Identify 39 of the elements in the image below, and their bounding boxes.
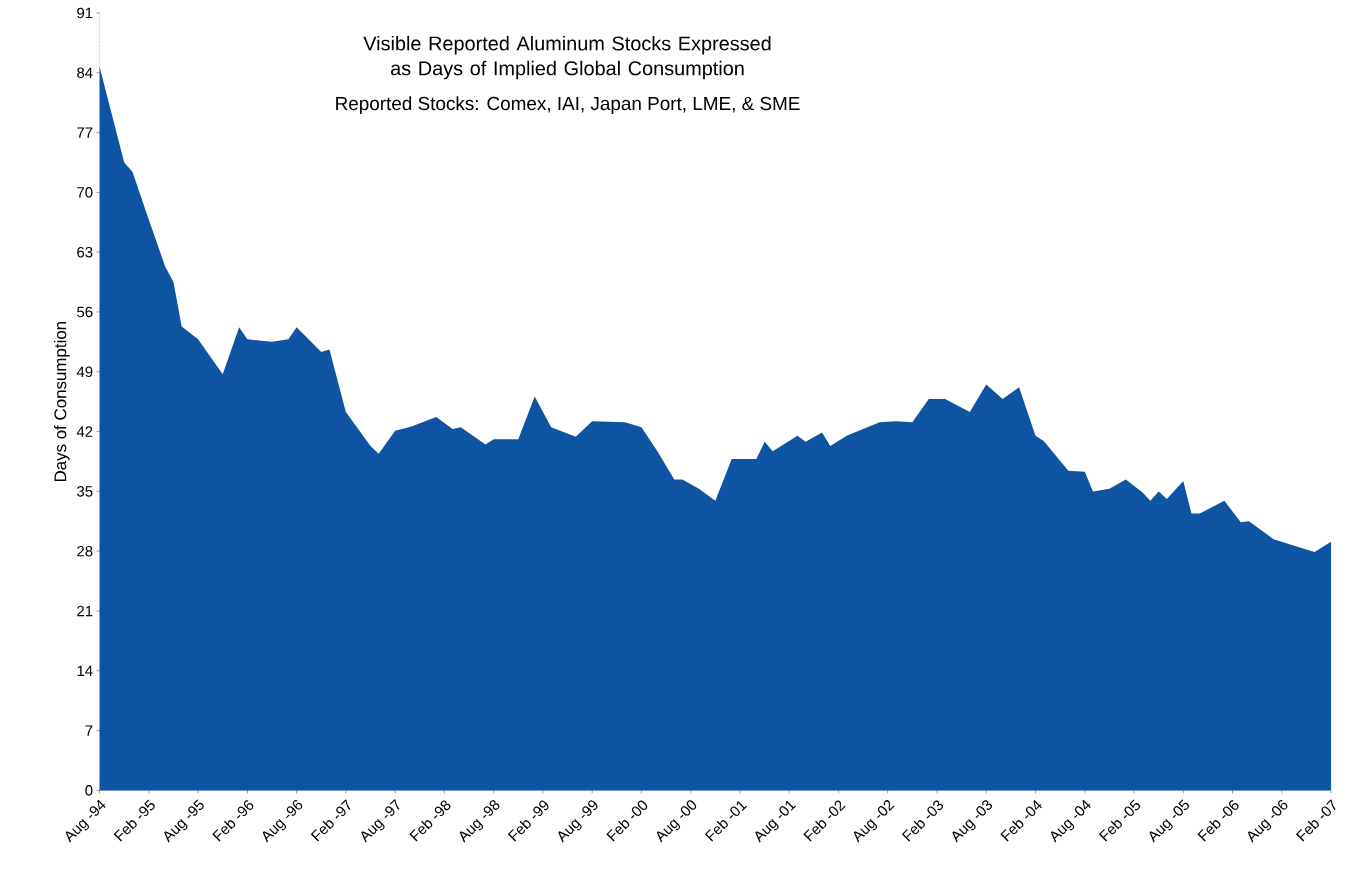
y-tick-label: 49 bbox=[76, 366, 93, 377]
x-tick-label: Aug -03 bbox=[952, 800, 993, 843]
x-tick-label: Feb -96 bbox=[212, 800, 254, 842]
y-tick-label: 84 bbox=[77, 67, 93, 78]
y-tick-label: 42 bbox=[76, 426, 93, 437]
x-tick-label: Feb -95 bbox=[113, 799, 155, 842]
x-tick-label: Feb -97 bbox=[310, 799, 351, 842]
x-tick-label: Aug -98 bbox=[459, 800, 500, 843]
x-tick-label: Aug -00 bbox=[656, 800, 697, 843]
text: Reported Stocks: Comex, IAI, Japan Port, LME, & SME bbox=[336, 96, 800, 114]
y-tick-label: 14 bbox=[77, 665, 93, 676]
x-tick-label: Feb -98 bbox=[409, 800, 451, 842]
y-tick-label: 63 bbox=[77, 246, 93, 258]
x-tick-label: Feb -02 bbox=[803, 800, 846, 842]
x-tick-label: Aug -06 bbox=[1247, 800, 1288, 843]
text: Visible Reported Aluminum Stocks Expressed as Days of Implied Global Consumption bbox=[363, 35, 771, 80]
x-tick-label: Feb -00 bbox=[606, 800, 648, 842]
x-tick-label: Feb -01 bbox=[704, 800, 748, 842]
x-tick-label: Feb -99 bbox=[507, 800, 549, 842]
y-tick-label: 7 bbox=[85, 725, 93, 736]
x-tick-label: Feb -03 bbox=[901, 800, 944, 842]
x-tick-label: Aug -94 bbox=[65, 799, 106, 843]
x-tick-label: Aug -04 bbox=[1050, 799, 1091, 843]
y-tick-label: 28 bbox=[77, 545, 93, 557]
x-tick-label: Feb -07 bbox=[1295, 799, 1336, 842]
y-tick-label: 21 bbox=[77, 605, 93, 617]
y-tick-label: 91 bbox=[77, 7, 93, 19]
y-tick-label: 70 bbox=[77, 186, 93, 198]
x-tick-label: Aug -05 bbox=[1149, 799, 1189, 843]
y-tick-label: 0 bbox=[85, 785, 93, 796]
x-tick-label: Aug -96 bbox=[262, 800, 303, 843]
x-tick-label: Feb -06 bbox=[1197, 800, 1239, 842]
x-tick-label: Feb -05 bbox=[1098, 799, 1140, 842]
y-tick-label: 35 bbox=[77, 486, 93, 497]
y-tick-label: 77 bbox=[77, 127, 93, 138]
x-tick-label: Feb -04 bbox=[1000, 799, 1042, 842]
x-tick-label: Aug -02 bbox=[853, 800, 895, 843]
y-axis-title: Days of Consumption bbox=[53, 321, 70, 481]
y-tick-label: 56 bbox=[77, 306, 93, 318]
